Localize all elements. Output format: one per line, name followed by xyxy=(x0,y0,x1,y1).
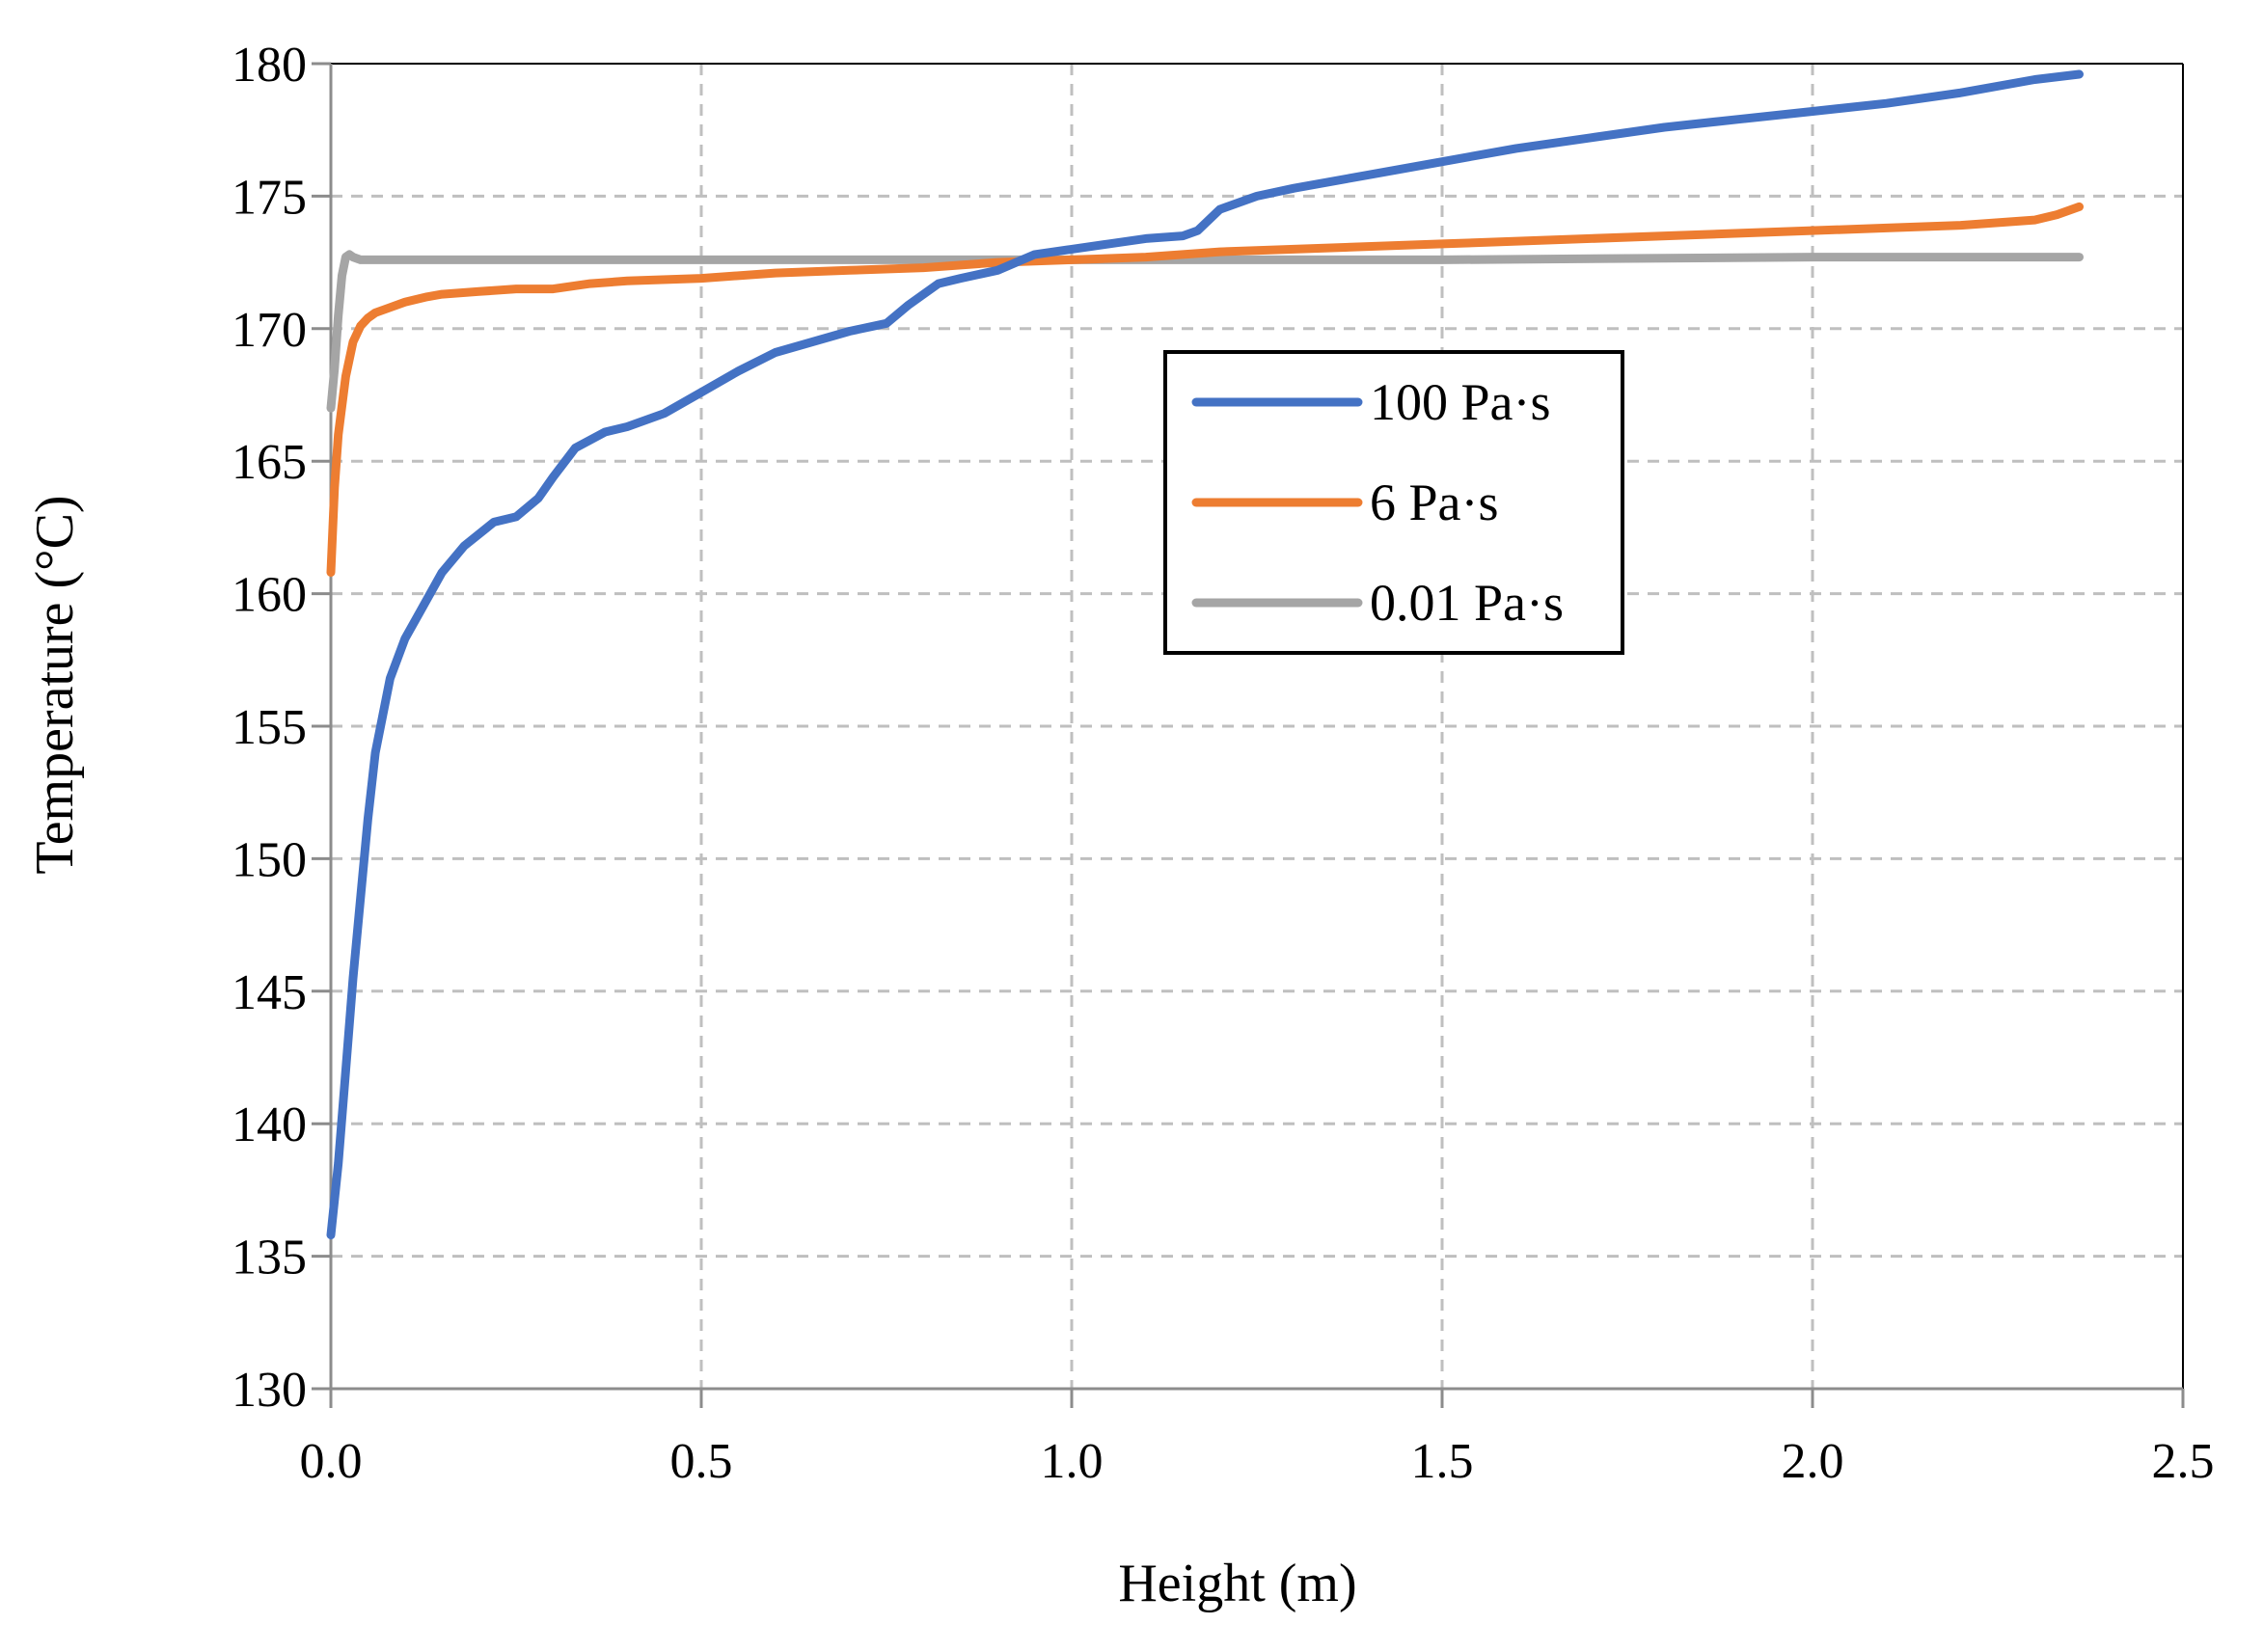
legend-label-6: 6 Pa·s xyxy=(1370,474,1499,531)
y-tick-label: 180 xyxy=(232,38,307,93)
x-tick-labels: 0.0 0.5 1.0 1.5 2.0 2.5 xyxy=(300,1434,2215,1489)
y-tick-label: 150 xyxy=(232,832,307,887)
x-tick-label: 0.5 xyxy=(670,1434,733,1489)
y-tick-label: 170 xyxy=(232,303,307,358)
series-lines xyxy=(326,69,2084,1240)
x-tick-label: 1.0 xyxy=(1041,1434,1104,1489)
x-tick-label: 1.5 xyxy=(1411,1434,1474,1489)
y-axis-title: Temperature (°C) xyxy=(25,495,85,874)
y-tick-label: 145 xyxy=(232,965,307,1020)
x-tick-label: 2.5 xyxy=(2152,1434,2215,1489)
y-tick-label: 160 xyxy=(232,568,307,623)
y-tick-label: 165 xyxy=(232,435,307,490)
series-line-2 xyxy=(326,250,2084,413)
y-tick-labels: 130 135 140 145 150 155 160 165 170 175 180 xyxy=(232,38,307,1418)
series-line-1 xyxy=(326,202,2084,578)
axes xyxy=(312,62,2185,1408)
grid xyxy=(331,64,2183,1389)
y-tick-label: 155 xyxy=(232,700,307,755)
legend: 100 Pa·s 6 Pa·s 0.01 Pa·s xyxy=(1163,350,1624,655)
legend-label-100: 100 Pa·s xyxy=(1370,373,1551,431)
x-axis-title: Height (m) xyxy=(1118,1554,1356,1613)
y-tick-label: 175 xyxy=(232,170,307,225)
y-tick-label: 140 xyxy=(232,1097,307,1152)
series-line-0 xyxy=(326,69,2084,1240)
y-tick-label: 135 xyxy=(232,1231,307,1286)
x-tick-label: 2.0 xyxy=(1782,1434,1844,1489)
legend-label-001: 0.01 Pa·s xyxy=(1370,574,1564,632)
x-tick-label: 0.0 xyxy=(300,1434,363,1489)
y-tick-label: 130 xyxy=(232,1363,307,1418)
